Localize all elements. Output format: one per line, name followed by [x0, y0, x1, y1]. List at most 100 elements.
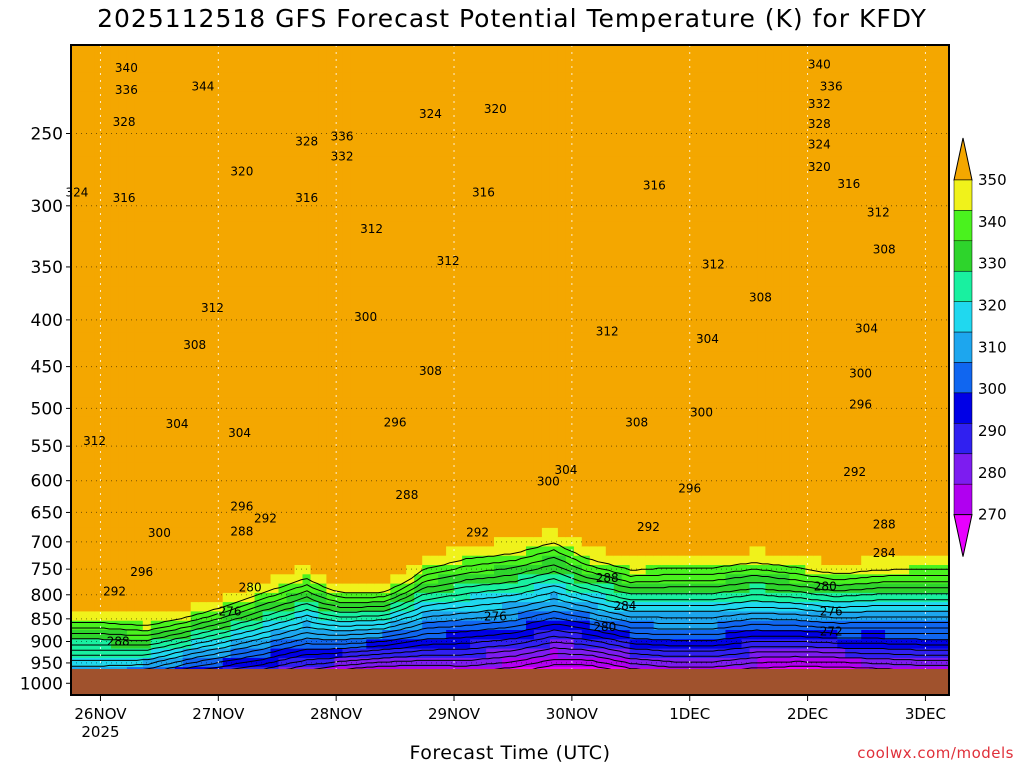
- fill-cell: [573, 119, 583, 130]
- fill-cell: [238, 527, 248, 538]
- fill-cell: [486, 602, 495, 612]
- fill-cell: [214, 332, 224, 343]
- fill-cell: [581, 184, 591, 195]
- fill-cell: [198, 425, 208, 436]
- fill-cell: [262, 527, 272, 538]
- fill-cell: [238, 555, 248, 566]
- fill-cell: [526, 435, 535, 445]
- fill-cell: [310, 212, 320, 222]
- fill-cell: [110, 193, 120, 204]
- fill-cell: [613, 156, 623, 167]
- fill-cell: [605, 397, 615, 408]
- fill-cell: [390, 509, 399, 520]
- fill-cell: [533, 407, 543, 417]
- fill-cell: [350, 137, 359, 148]
- fill-cell: [581, 407, 591, 417]
- fill-cell: [533, 267, 543, 278]
- fill-cell: [118, 500, 128, 510]
- fill-cell: [206, 565, 216, 575]
- fill-cell: [621, 286, 631, 297]
- fill-cell: [382, 416, 391, 427]
- fill-cell: [182, 147, 192, 157]
- fill-cell: [390, 435, 399, 445]
- fill-cell: [581, 110, 591, 120]
- fill-cell: [526, 351, 535, 362]
- fill-cell: [142, 397, 152, 408]
- fill-cell: [629, 128, 639, 139]
- fill-cell: [637, 82, 647, 92]
- fill-cell: [462, 500, 471, 510]
- fill-cell: [270, 128, 280, 139]
- fill-cell: [270, 258, 280, 269]
- fill-cell: [414, 128, 423, 139]
- fill-cell: [110, 379, 120, 390]
- fill-cell: [246, 462, 256, 473]
- fill-cell: [102, 249, 112, 260]
- fill-cell: [605, 332, 615, 343]
- fill-cell: [214, 156, 224, 167]
- fill-cell: [422, 444, 431, 455]
- fill-cell: [87, 416, 96, 427]
- fill-cell: [581, 388, 591, 399]
- fill-cell: [158, 602, 168, 612]
- fill-cell: [518, 435, 527, 445]
- fill-cell: [206, 63, 216, 74]
- fill-cell: [454, 379, 463, 390]
- fill-cell: [142, 72, 152, 83]
- fill-cell: [454, 574, 463, 585]
- fill-cell: [118, 332, 128, 343]
- fill-cell: [318, 435, 327, 445]
- fill-cell: [110, 323, 120, 334]
- fill-cell: [166, 351, 176, 362]
- fill-cell: [198, 592, 208, 603]
- fill-cell: [454, 527, 463, 538]
- fill-cell: [597, 397, 607, 408]
- fill-cell: [182, 462, 192, 473]
- fill-cell: [246, 481, 256, 492]
- fill-cell: [254, 555, 264, 566]
- fill-cell: [366, 546, 375, 557]
- fill-cell: [605, 100, 615, 111]
- fill-cell: [518, 639, 527, 650]
- fill-cell: [605, 110, 615, 120]
- fill-cell: [318, 342, 327, 352]
- fill-cell: [278, 147, 288, 157]
- fill-cell: [79, 221, 88, 232]
- fill-cell: [382, 472, 391, 482]
- fill-cell: [533, 592, 543, 603]
- fill-cell: [350, 45, 359, 55]
- fill-cell: [621, 435, 631, 445]
- fill-cell: [310, 100, 320, 111]
- fill-cell: [446, 54, 455, 65]
- fill-cell: [150, 620, 160, 631]
- fill-cell: [629, 147, 639, 157]
- fill-cell: [94, 72, 104, 83]
- fill-cell: [134, 407, 144, 417]
- fill-cell: [446, 156, 455, 167]
- fill-cell: [102, 388, 112, 399]
- fill-cell: [350, 63, 359, 74]
- fill-cell: [502, 277, 511, 287]
- fill-cell: [286, 397, 296, 408]
- fill-cell: [158, 388, 168, 399]
- fill-cell: [318, 295, 327, 306]
- fill-cell: [414, 416, 423, 427]
- fill-cell: [366, 91, 375, 102]
- fill-cell: [446, 332, 455, 343]
- fill-cell: [198, 295, 208, 306]
- fill-cell: [270, 435, 280, 445]
- fill-cell: [486, 370, 495, 380]
- fill-cell: [318, 397, 327, 408]
- fill-cell: [526, 370, 535, 380]
- fill-cell: [422, 286, 431, 297]
- fill-cell: [398, 481, 407, 492]
- fill-cell: [230, 527, 240, 538]
- fill-cell: [278, 258, 288, 269]
- fill-cell: [222, 277, 232, 287]
- fill-cell: [581, 444, 591, 455]
- fill-cell: [206, 314, 216, 325]
- fill-cell: [446, 435, 455, 445]
- fill-cell: [526, 295, 535, 306]
- fill-cell: [549, 500, 559, 510]
